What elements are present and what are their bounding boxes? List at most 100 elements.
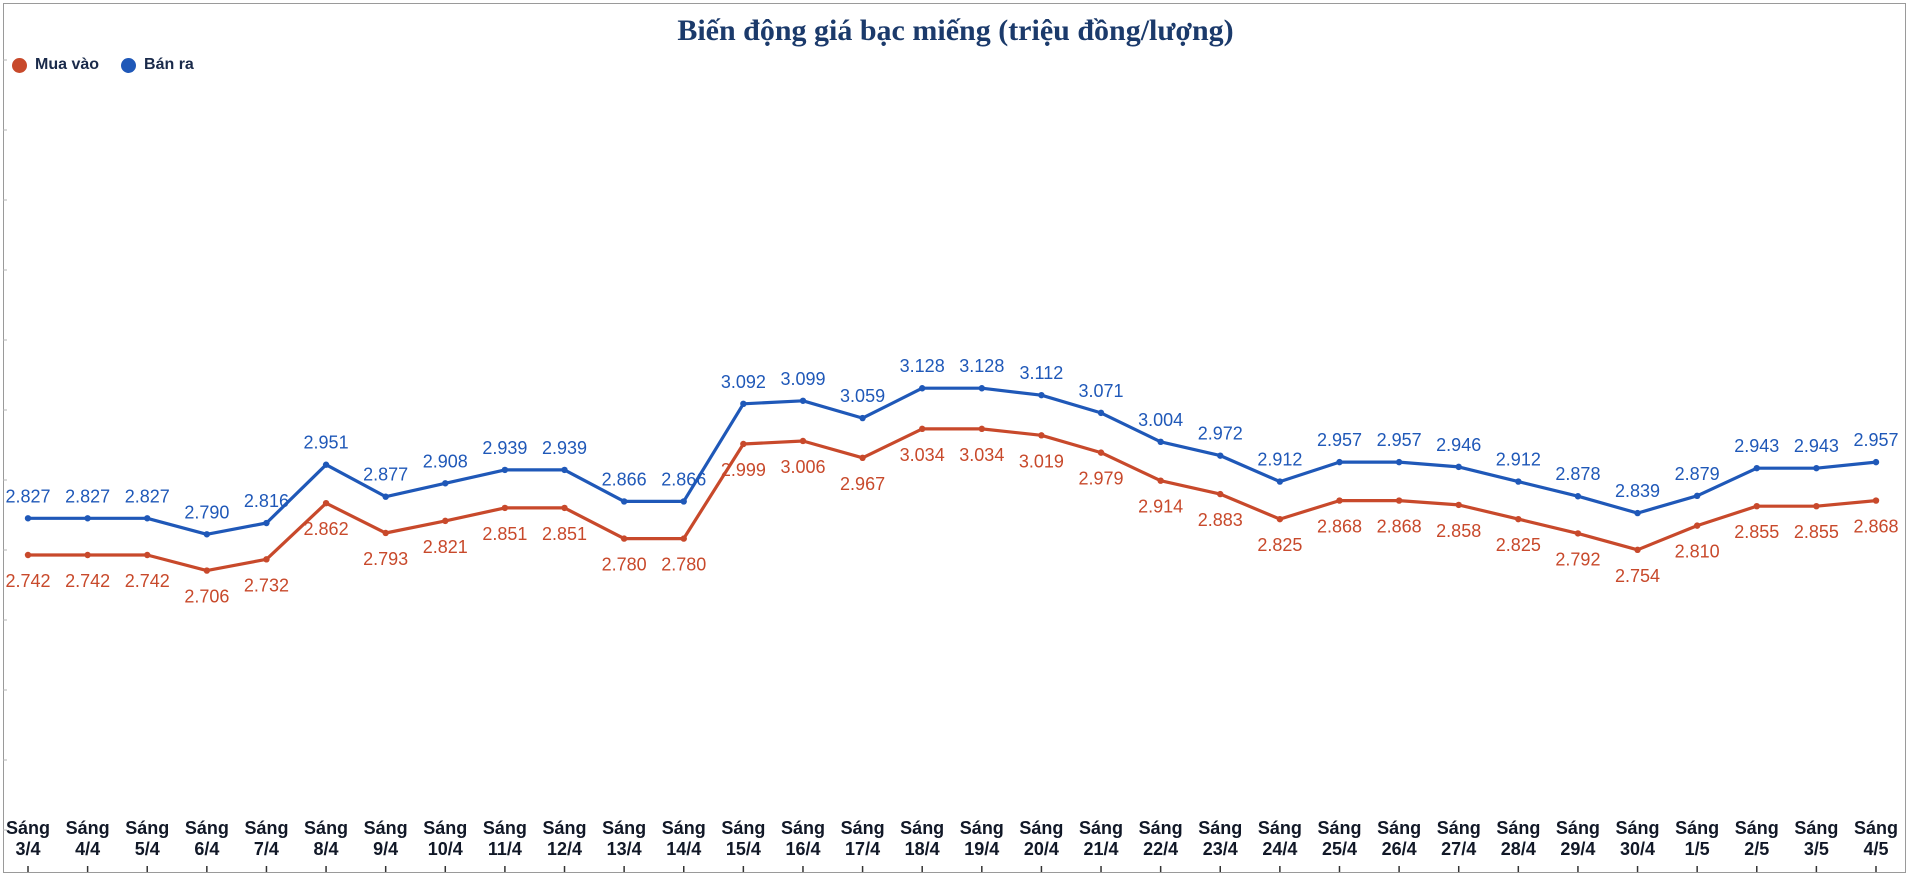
data-point-buy[interactable] <box>1097 449 1105 456</box>
data-point-buy[interactable] <box>442 517 449 525</box>
data-point-sell[interactable] <box>1813 464 1820 472</box>
x-tick-label-line2: 13/4 <box>607 839 642 859</box>
data-point-buy[interactable] <box>322 499 330 507</box>
data-point-sell[interactable] <box>918 385 926 392</box>
x-tick-label-line1: Sáng <box>1258 818 1302 838</box>
data-label-sell: 3.099 <box>780 369 825 389</box>
data-label-sell: 2.908 <box>423 451 468 471</box>
data-point-buy[interactable] <box>144 551 151 559</box>
data-point-sell[interactable] <box>1038 391 1045 399</box>
data-point-sell[interactable] <box>203 531 211 538</box>
series-line-buy <box>28 427 1877 573</box>
x-tick-label-line1: Sáng <box>1556 818 1600 838</box>
data-point-buy[interactable] <box>918 425 926 433</box>
data-point-sell[interactable] <box>1157 438 1164 446</box>
data-point-sell[interactable] <box>1097 409 1105 417</box>
x-tick-label-line2: 20/4 <box>1024 839 1059 859</box>
data-label-buy: 2.742 <box>65 571 110 591</box>
x-tick-label-line2: 27/4 <box>1441 839 1476 859</box>
data-point-buy[interactable] <box>501 504 509 512</box>
data-point-buy[interactable] <box>1455 501 1462 509</box>
x-tick-label-line1: Sáng <box>662 818 706 838</box>
legend-item-sell[interactable]: Bán ra <box>121 56 194 74</box>
x-tick-label-line1: Sáng <box>1317 818 1361 838</box>
x-tick-label-line1: Sáng <box>1437 818 1481 838</box>
data-point-sell[interactable] <box>1634 509 1641 517</box>
data-point-buy[interactable] <box>1693 522 1701 529</box>
x-tick-label-line1: Sáng <box>1794 818 1838 838</box>
series-line-sell <box>28 386 1877 536</box>
data-point-buy[interactable] <box>1276 515 1284 523</box>
data-point-buy[interactable] <box>24 551 32 559</box>
x-tick-label-line1: Sáng <box>1139 818 1183 838</box>
data-point-sell[interactable] <box>1455 463 1462 471</box>
data-point-buy[interactable] <box>978 425 986 433</box>
data-point-sell[interactable] <box>1693 492 1701 500</box>
data-point-sell[interactable] <box>1395 458 1403 466</box>
legend-dot-sell-icon <box>121 57 137 73</box>
data-label-buy: 2.855 <box>1734 522 1779 542</box>
data-point-buy[interactable] <box>859 454 866 461</box>
x-tick-label-line2: 25/4 <box>1322 839 1357 859</box>
data-point-sell[interactable] <box>859 414 866 422</box>
legend-item-buy[interactable]: Mua vào <box>12 56 99 74</box>
data-point-sell[interactable] <box>501 466 509 474</box>
data-point-sell[interactable] <box>84 515 91 522</box>
data-point-sell[interactable] <box>620 498 628 505</box>
data-point-buy[interactable] <box>1753 502 1760 510</box>
data-point-sell[interactable] <box>799 397 807 404</box>
x-axis: Sáng3/4Sáng4/4Sáng5/4Sáng6/4Sáng7/4Sáng8… <box>6 818 1898 872</box>
data-point-sell[interactable] <box>24 515 32 522</box>
data-label-buy: 2.825 <box>1496 535 1541 555</box>
data-label-sell: 3.071 <box>1079 381 1124 401</box>
data-point-sell[interactable] <box>1515 478 1522 485</box>
data-point-sell[interactable] <box>442 480 449 487</box>
data-point-sell[interactable] <box>144 515 151 522</box>
data-point-sell[interactable] <box>1753 464 1760 472</box>
data-point-sell[interactable] <box>1276 478 1284 485</box>
data-point-buy[interactable] <box>382 529 389 537</box>
data-label-buy: 2.868 <box>1853 517 1898 537</box>
data-point-buy[interactable] <box>1336 497 1343 504</box>
data-point-sell[interactable] <box>978 385 986 392</box>
data-point-buy[interactable] <box>799 437 807 445</box>
data-point-buy[interactable] <box>740 440 747 448</box>
x-tick-label-line2: 5/4 <box>135 839 160 859</box>
data-point-sell[interactable] <box>1336 458 1343 466</box>
data-point-buy[interactable] <box>1574 530 1582 537</box>
data-point-buy[interactable] <box>620 535 628 542</box>
data-point-sell[interactable] <box>1217 452 1224 459</box>
data-point-buy[interactable] <box>1872 497 1880 504</box>
data-label-sell: 2.816 <box>244 491 289 511</box>
data-point-sell[interactable] <box>680 498 687 505</box>
data-point-buy[interactable] <box>1157 477 1164 484</box>
data-point-sell[interactable] <box>561 466 568 474</box>
data-point-buy[interactable] <box>1395 497 1403 504</box>
x-tick-label-line1: Sáng <box>6 818 50 838</box>
data-point-sell[interactable] <box>740 400 747 407</box>
data-point-buy[interactable] <box>680 535 687 542</box>
data-point-sell[interactable] <box>263 519 270 527</box>
x-tick-label-line1: Sáng <box>364 818 408 838</box>
data-label-buy: 2.825 <box>1257 535 1302 555</box>
data-point-sell[interactable] <box>1574 493 1582 500</box>
data-point-buy[interactable] <box>1038 432 1045 439</box>
data-point-sell[interactable] <box>382 493 389 500</box>
data-point-buy[interactable] <box>1217 490 1224 498</box>
data-label-buy: 2.742 <box>5 571 50 591</box>
data-label-buy: 3.034 <box>959 445 1004 465</box>
data-point-buy[interactable] <box>263 556 270 563</box>
data-point-buy[interactable] <box>203 567 211 574</box>
data-point-sell[interactable] <box>1872 458 1880 466</box>
data-point-sell[interactable] <box>322 461 330 468</box>
data-point-buy[interactable] <box>561 504 568 512</box>
data-label-buy: 2.732 <box>244 575 289 595</box>
x-tick-label-line2: 4/4 <box>75 839 100 859</box>
data-point-buy[interactable] <box>1813 502 1820 510</box>
data-label-sell: 2.951 <box>304 433 349 453</box>
data-point-buy[interactable] <box>84 551 91 559</box>
x-tick-label-line2: 17/4 <box>845 839 880 859</box>
x-tick-label-line1: Sáng <box>721 818 765 838</box>
data-point-buy[interactable] <box>1634 546 1641 554</box>
data-point-buy[interactable] <box>1515 515 1522 523</box>
